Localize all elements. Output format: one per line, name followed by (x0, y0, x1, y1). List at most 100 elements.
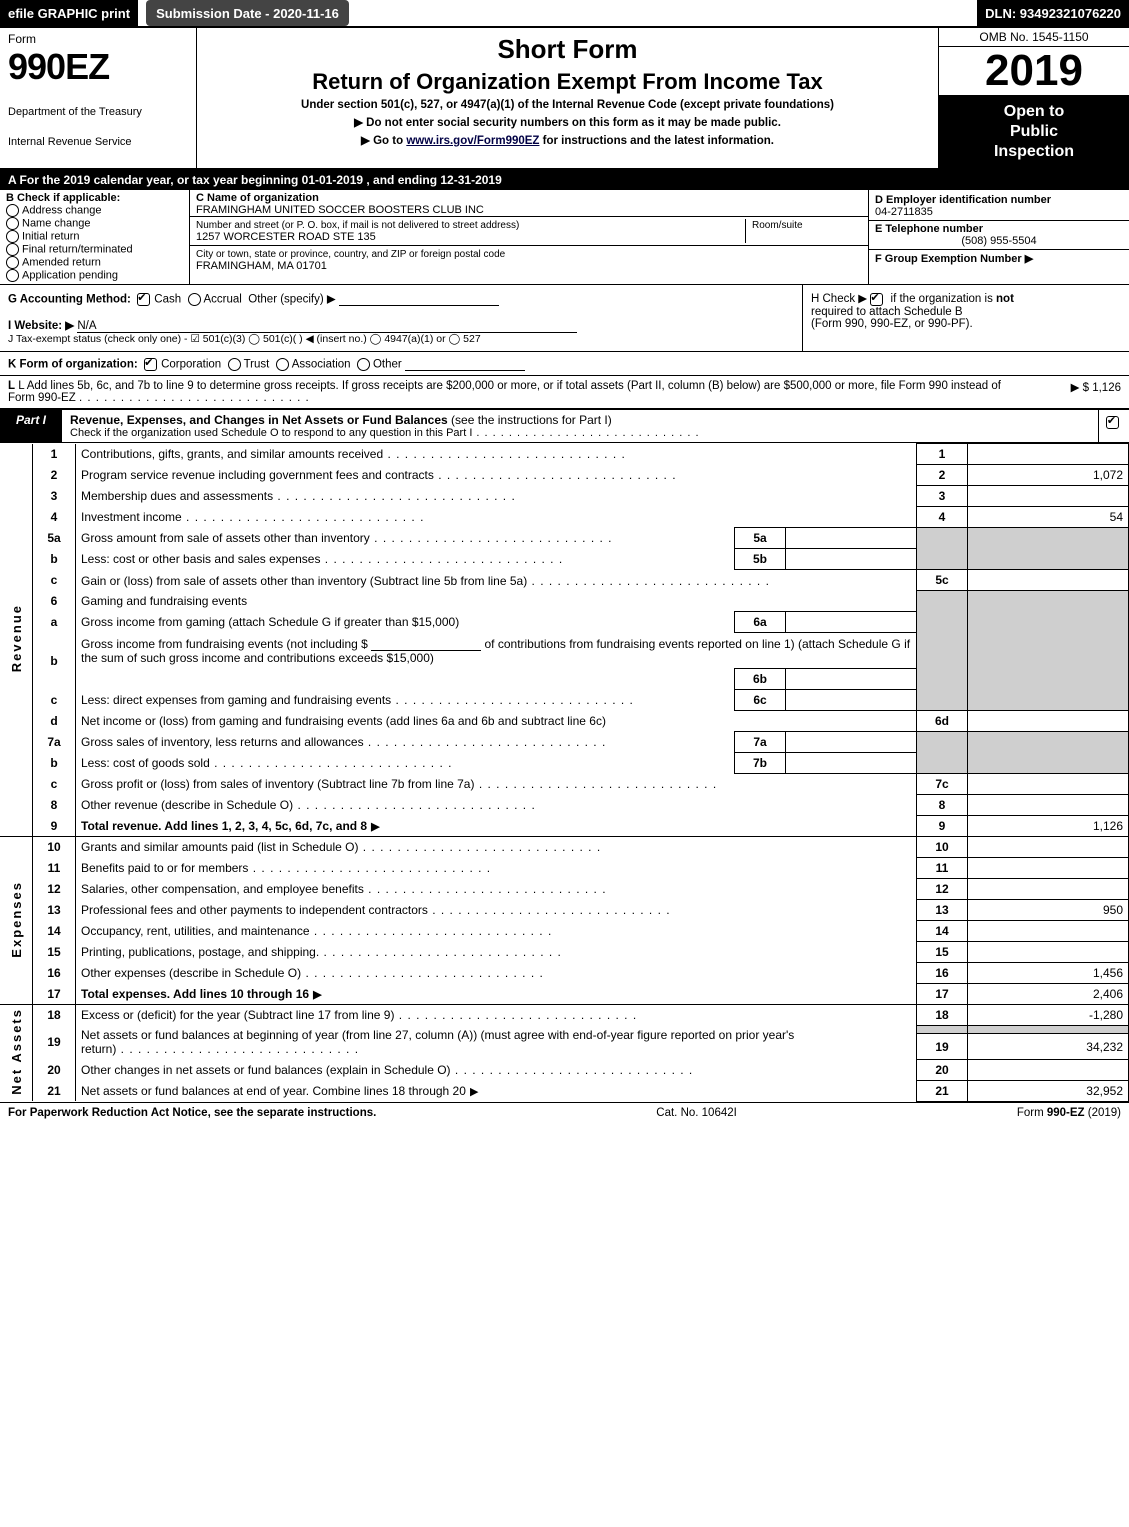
e-label: E Telephone number (875, 223, 983, 235)
d-14: Occupancy, rent, utilities, and maintena… (81, 924, 552, 938)
n-18: 18 (33, 1004, 76, 1025)
n-11: 11 (33, 857, 76, 878)
amt-18: -1,280 (968, 1004, 1129, 1025)
phone: (508) 955-5504 (875, 235, 1123, 247)
form-number: 990EZ (8, 46, 188, 88)
lbl-cash: Cash (154, 294, 181, 306)
chk-app-pending[interactable] (6, 269, 19, 282)
amt-1 (968, 444, 1129, 465)
chk-corp[interactable] (144, 358, 157, 371)
chk-amended[interactable] (6, 256, 19, 269)
street: 1257 WORCESTER ROAD STE 135 (196, 231, 376, 243)
chk-other-org[interactable] (357, 358, 370, 371)
sub-6a: 6a (735, 611, 786, 632)
amt-9: 1,126 (968, 815, 1129, 836)
chk-trust[interactable] (228, 358, 241, 371)
n-1: 1 (33, 444, 76, 465)
line-12: 12 Salaries, other compensation, and emp… (0, 878, 1129, 899)
box-b-heading: B Check if applicable: (6, 192, 120, 204)
lab-12: 12 (917, 878, 968, 899)
lab-2: 2 (917, 465, 968, 486)
topbar: efile GRAPHIC print Submission Date - 20… (0, 0, 1129, 28)
line-13: 13 Professional fees and other payments … (0, 899, 1129, 920)
chk-assoc[interactable] (276, 358, 289, 371)
part-i-title: Revenue, Expenses, and Changes in Net As… (70, 413, 448, 427)
d-21: Net assets or fund balances at end of ye… (81, 1084, 479, 1098)
part-i-paren: (see the instructions for Part I) (451, 413, 612, 427)
other-specify-line[interactable] (339, 291, 499, 306)
n-6b: b (33, 632, 76, 689)
row-k: K Form of organization: Corporation Trus… (0, 352, 1129, 376)
n-13: 13 (33, 899, 76, 920)
shade-6 (917, 591, 968, 711)
amt-20 (968, 1059, 1129, 1080)
lab-1: 1 (917, 444, 968, 465)
sub-6c: 6c (735, 689, 786, 710)
n-6a: a (33, 611, 76, 632)
n-20: 20 (33, 1059, 76, 1080)
lbl-assoc: Association (292, 359, 351, 371)
sidebar-netassets: Net Assets (9, 1008, 24, 1095)
subtitle3-pre: ▶ Go to (361, 135, 406, 147)
lab-6d: 6d (917, 710, 968, 731)
sub-7b: 7b (735, 752, 786, 773)
contrib-blank[interactable] (371, 636, 481, 651)
title-main: Return of Organization Exempt From Incom… (203, 69, 932, 95)
line-21: 21 Net assets or fund balances at end of… (0, 1080, 1129, 1101)
ein: 04-2711835 (875, 206, 933, 218)
lab-5c: 5c (917, 570, 968, 591)
chk-cash[interactable] (137, 293, 150, 306)
spacer (349, 0, 977, 26)
chk-accrual[interactable] (188, 293, 201, 306)
line-8: 8 Other revenue (describe in Schedule O)… (0, 794, 1129, 815)
subval-6c (786, 689, 917, 710)
n-10: 10 (33, 836, 76, 857)
n-3: 3 (33, 486, 76, 507)
shade-7 (917, 731, 968, 773)
amt-14 (968, 920, 1129, 941)
line-6d: d Net income or (loss) from gaming and f… (0, 710, 1129, 731)
lab-19: 19 (917, 1034, 968, 1060)
efile-print-button[interactable]: efile GRAPHIC print (0, 0, 138, 26)
line-15: 15 Printing, publications, postage, and … (0, 941, 1129, 962)
n-4: 4 (33, 507, 76, 528)
n-19: 19 (33, 1025, 76, 1059)
page-footer: For Paperwork Reduction Act Notice, see … (0, 1102, 1129, 1123)
chk-name-change[interactable] (6, 217, 19, 230)
g-label: G Accounting Method: (8, 294, 131, 306)
street-label: Number and street (or P. O. box, if mail… (196, 220, 519, 231)
chk-final-return[interactable] (6, 243, 19, 256)
chk-schedule-o[interactable] (1106, 416, 1119, 429)
amt-13: 950 (968, 899, 1129, 920)
chk-initial-return[interactable] (6, 230, 19, 243)
d-5c: Gain or (loss) from sale of assets other… (81, 574, 770, 588)
amt-8 (968, 794, 1129, 815)
lab-10: 10 (917, 836, 968, 857)
lines-table: Revenue 1 Contributions, gifts, grants, … (0, 443, 1129, 1102)
footer-right-pre: Form (1017, 1107, 1047, 1119)
d-11: Benefits paid to or for members (81, 861, 491, 875)
lab-18: 18 (917, 1004, 968, 1025)
chk-address-change[interactable] (6, 204, 19, 217)
subtitle-code: Under section 501(c), 527, or 4947(a)(1)… (203, 99, 932, 111)
sub-5a: 5a (735, 528, 786, 549)
part-i-header: Part I Revenue, Expenses, and Changes in… (0, 410, 1129, 443)
chk-h[interactable] (870, 293, 883, 306)
amt-6d (968, 710, 1129, 731)
part-i-sub: Check if the organization used Schedule … (70, 427, 1090, 439)
other-org-line[interactable] (405, 356, 525, 371)
h-post: if the organization is (891, 293, 996, 305)
subval-6b (786, 668, 917, 689)
d-16: Other expenses (describe in Schedule O) (81, 966, 544, 980)
h-pre: H Check ▶ (811, 293, 870, 305)
irs-link[interactable]: www.irs.gov/Form990EZ (406, 135, 539, 147)
line-14: 14 Occupancy, rent, utilities, and maint… (0, 920, 1129, 941)
line-18: Net Assets 18 Excess or (deficit) for th… (0, 1004, 1129, 1025)
d-6b1: Gross income from fundraising events (no… (81, 637, 368, 651)
lab-8: 8 (917, 794, 968, 815)
d-7c: Gross profit or (loss) from sales of inv… (81, 777, 717, 791)
n-21: 21 (33, 1080, 76, 1101)
h-line3: (Form 990, 990-EZ, or 990-PF). (811, 318, 973, 330)
amt-10 (968, 836, 1129, 857)
footer-mid: Cat. No. 10642I (656, 1107, 737, 1119)
